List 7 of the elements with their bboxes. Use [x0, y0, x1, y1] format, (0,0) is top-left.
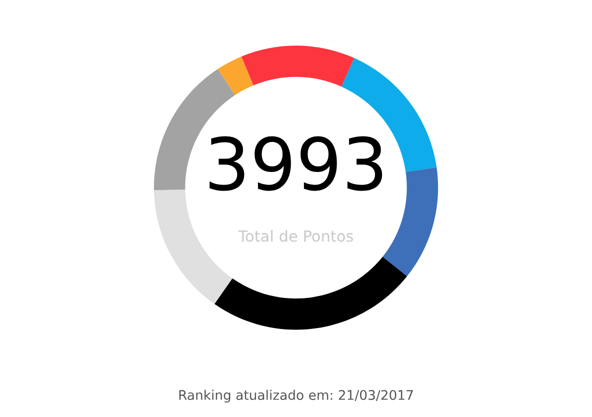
- donut-slice: [382, 167, 438, 276]
- donut-slice: [214, 256, 408, 330]
- donut-slice: [241, 46, 354, 87]
- donut-slice: [154, 190, 232, 304]
- text: Ranking atualizado em: 21/03/2017: [179, 390, 413, 403]
- text: 3993: [210, 136, 382, 191]
- donut-slice: [218, 56, 254, 96]
